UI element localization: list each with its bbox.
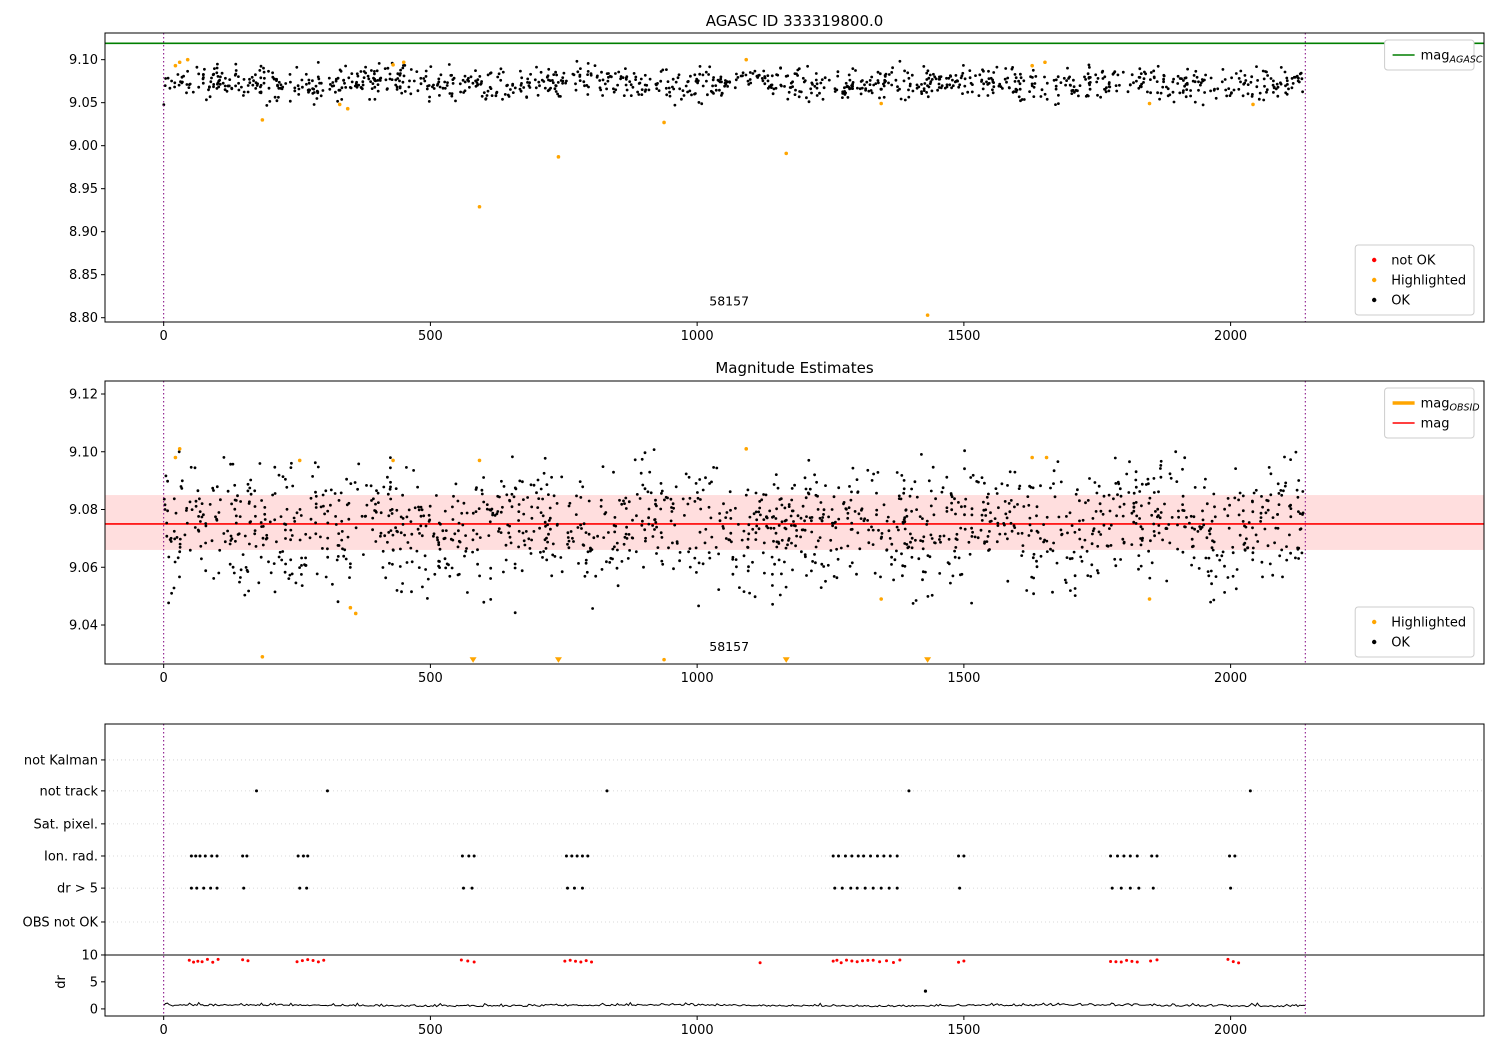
svg-text:500: 500 xyxy=(418,329,443,344)
svg-text:not OK: not OK xyxy=(1391,254,1436,269)
svg-text:2000: 2000 xyxy=(1214,1023,1247,1038)
svg-text:magOBSID: magOBSID xyxy=(1421,397,1480,414)
chart2-title: Magnitude Estimates xyxy=(715,359,874,377)
svg-text:1000: 1000 xyxy=(681,671,714,686)
svg-text:magAGASC: magAGASC xyxy=(1421,49,1483,66)
svg-text:9.10: 9.10 xyxy=(69,53,98,68)
svg-text:1500: 1500 xyxy=(947,1023,980,1038)
svg-text:9.04: 9.04 xyxy=(69,619,98,634)
svg-text:5: 5 xyxy=(90,975,98,990)
svg-text:500: 500 xyxy=(418,671,443,686)
svg-text:9.00: 9.00 xyxy=(69,139,98,154)
svg-text:Highlighted: Highlighted xyxy=(1391,274,1466,289)
svg-text:58157: 58157 xyxy=(709,294,749,309)
svg-text:9.08: 9.08 xyxy=(69,503,98,518)
chart1-title: AGASC ID 333319800.0 xyxy=(705,12,884,30)
svg-text:1000: 1000 xyxy=(681,1023,714,1038)
svg-text:0: 0 xyxy=(90,1002,98,1017)
svg-text:mag: mag xyxy=(1421,417,1450,432)
svg-text:9.05: 9.05 xyxy=(69,96,98,111)
svg-text:not Kalman: not Kalman xyxy=(24,753,98,768)
svg-text:not track: not track xyxy=(39,784,98,799)
svg-text:8.85: 8.85 xyxy=(69,268,98,283)
svg-text:9.12: 9.12 xyxy=(69,387,98,402)
svg-text:0: 0 xyxy=(160,329,168,344)
svg-text:1500: 1500 xyxy=(947,329,980,344)
svg-text:Sat. pixel.: Sat. pixel. xyxy=(34,817,98,832)
svg-text:1500: 1500 xyxy=(947,671,980,686)
svg-text:9.06: 9.06 xyxy=(69,561,98,576)
svg-text:500: 500 xyxy=(418,1023,443,1038)
svg-text:dr > 5: dr > 5 xyxy=(57,882,98,897)
svg-text:2000: 2000 xyxy=(1214,329,1247,344)
svg-text:OBS not OK: OBS not OK xyxy=(23,915,99,930)
svg-text:58157: 58157 xyxy=(709,639,749,654)
svg-text:0: 0 xyxy=(160,1023,168,1038)
svg-text:0: 0 xyxy=(160,671,168,686)
svg-text:9.10: 9.10 xyxy=(69,445,98,460)
svg-text:Ion. rad.: Ion. rad. xyxy=(44,849,98,864)
svg-text:10: 10 xyxy=(81,948,98,963)
svg-text:2000: 2000 xyxy=(1214,671,1247,686)
svg-text:Highlighted: Highlighted xyxy=(1391,616,1466,631)
svg-text:1000: 1000 xyxy=(681,329,714,344)
svg-text:8.95: 8.95 xyxy=(69,182,98,197)
svg-text:8.90: 8.90 xyxy=(69,225,98,240)
svg-text:8.80: 8.80 xyxy=(69,311,98,326)
svg-text:dr: dr xyxy=(54,974,69,988)
svg-text:OK: OK xyxy=(1391,636,1410,651)
svg-text:OK: OK xyxy=(1391,294,1410,309)
